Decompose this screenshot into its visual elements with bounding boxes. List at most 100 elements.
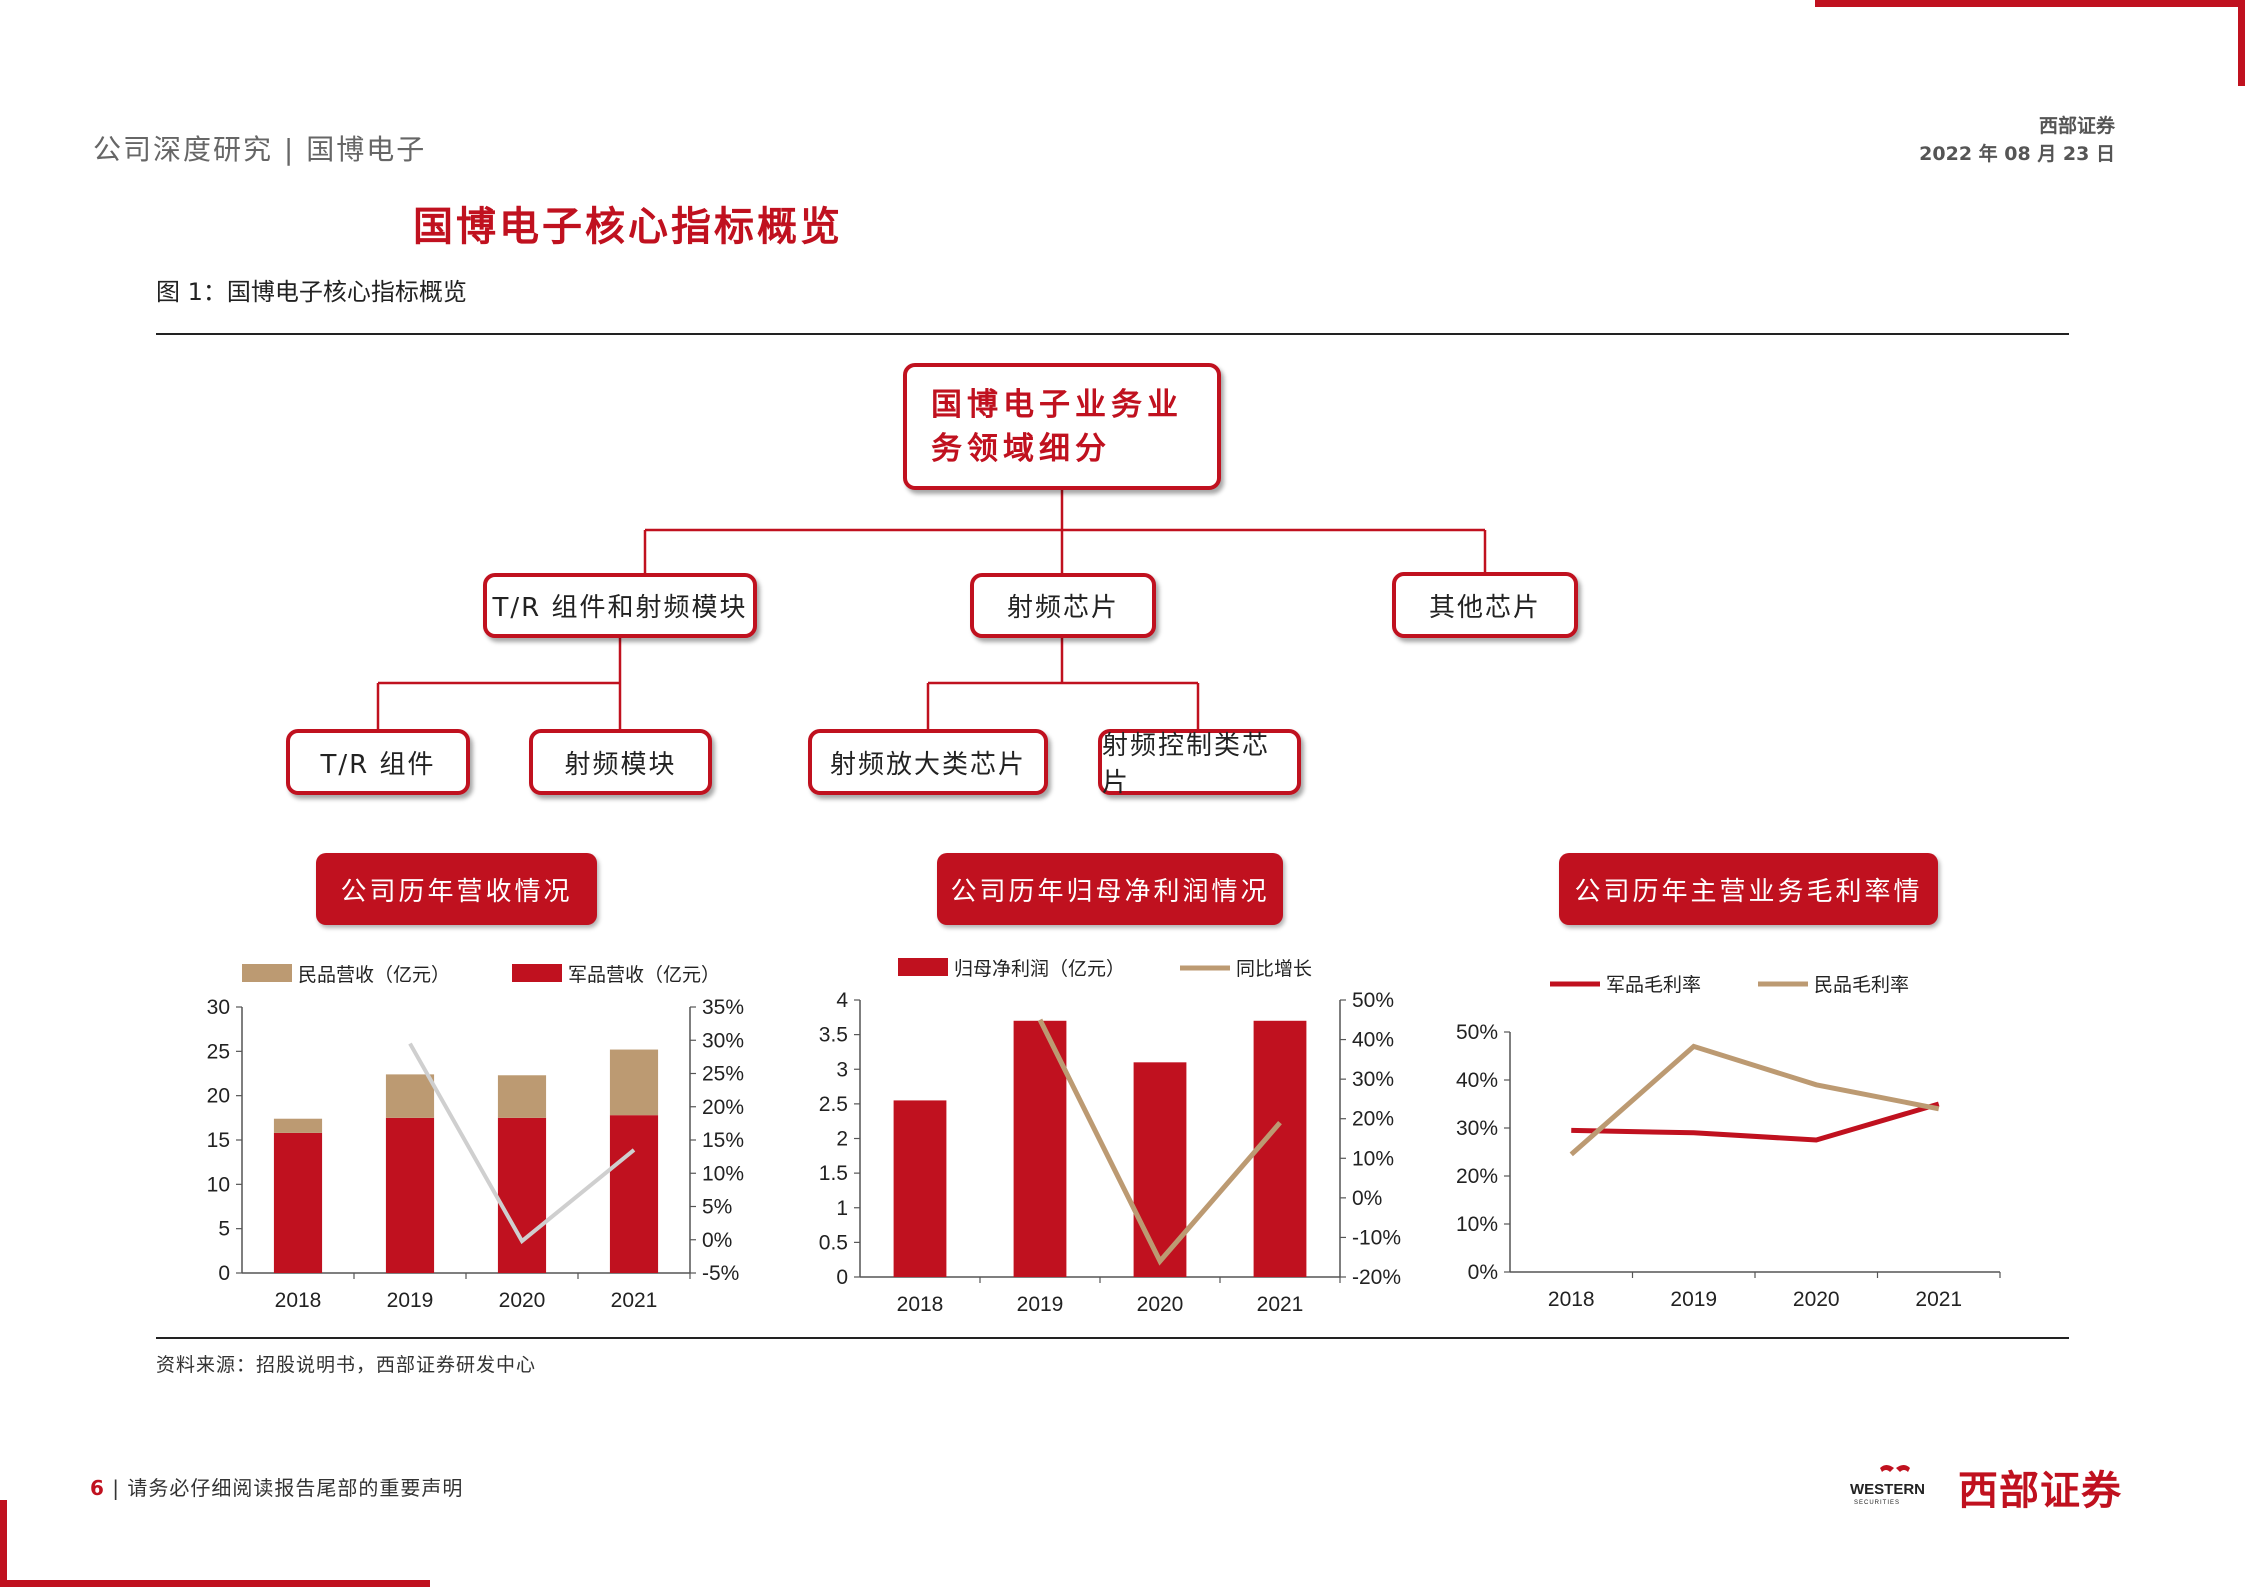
legend-label: 归母净利润（亿元） <box>954 958 1125 980</box>
western-logo: WESTERN SECURITIES <box>1850 1462 1940 1506</box>
x-tick-label: 2021 <box>1915 1288 1962 1311</box>
y-tick-label: 50% <box>1456 1021 1498 1044</box>
y-tick-label: 2 <box>836 1128 848 1151</box>
x-tick-label: 2019 <box>1017 1293 1064 1316</box>
legend-label: 民品营收（亿元） <box>298 964 450 986</box>
x-tick-label: 2020 <box>1793 1288 1840 1311</box>
y-tick-label: 1.5 <box>819 1162 848 1185</box>
org-node-label: 射频控制类芯片 <box>1102 731 1271 798</box>
y2-tick-label: 40% <box>1352 1029 1394 1052</box>
bottom-rule <box>156 1337 2069 1339</box>
org-node-rf-control-chip: 射频控制类芯片 <box>1098 729 1301 798</box>
y-tick-label: 0 <box>836 1266 848 1289</box>
y2-tick-label: -10% <box>1352 1226 1401 1249</box>
y-tick-label: 30% <box>1456 1117 1498 1140</box>
report-type: 公司深度研究 | 国博电子 <box>93 133 427 166</box>
legend-swatch <box>242 964 292 982</box>
bar-civil-revenue <box>497 1075 547 1118</box>
bar-net-profit <box>1133 1062 1187 1277</box>
chart-title-revenue: 公司历年营收情况 <box>316 853 597 925</box>
logo-en-sub: SECURITIES <box>1854 1500 1900 1506</box>
org-node-label: 射频放大类芯片 <box>829 749 1026 780</box>
legend-label: 民品毛利率 <box>1814 974 1909 996</box>
bar-military-revenue <box>385 1117 435 1273</box>
y-tick-label: 1 <box>836 1197 848 1220</box>
disclaimer-text: 请务必仔细阅读报告尾部的重要声明 <box>127 1476 464 1500</box>
y-tick-label: 0 <box>218 1262 230 1285</box>
legend-swatch <box>898 958 948 976</box>
org-node-tr-component: T/R 组件 <box>286 729 470 795</box>
gross-margin-chart: 0% 10% 20% 30% 40% 50% 2018 2019 2020 2021 军品毛利率 民品… <box>1456 974 2001 1311</box>
y2-tick-label: 20% <box>702 1096 744 1119</box>
bar-civil-revenue <box>273 1118 323 1133</box>
y2-tick-label: -5% <box>702 1262 739 1285</box>
y-tick-label: 2.5 <box>819 1093 848 1116</box>
org-node-other-chip: 其他芯片 <box>1392 572 1578 638</box>
bar-civil-revenue <box>609 1049 659 1116</box>
bull-icon: WESTERN SECURITIES <box>1850 1465 1925 1506</box>
x-tick-label: 2018 <box>275 1289 322 1312</box>
y-tick-label: 5 <box>218 1218 230 1241</box>
x-tick-label: 2019 <box>1670 1288 1717 1311</box>
legend-label: 军品营收（亿元） <box>568 964 720 986</box>
chart-title-gross-margin: 公司历年主营业务毛利率情 <box>1559 853 1938 925</box>
legend-swatch <box>512 964 562 982</box>
y-tick-label: 15 <box>207 1129 230 1152</box>
military-margin-line <box>1571 1101 1940 1143</box>
y-tick-label: 3 <box>836 1058 848 1081</box>
org-node-rf-amplifier-chip: 射频放大类芯片 <box>808 729 1048 795</box>
x-tick-label: 2020 <box>499 1289 546 1312</box>
y-tick-label: 20 <box>207 1085 230 1108</box>
x-tick-label: 2018 <box>897 1293 944 1316</box>
y2-tick-label: 50% <box>1352 989 1394 1012</box>
bar-net-profit <box>1013 1020 1067 1277</box>
org-node-rf-module: 射频模块 <box>529 729 712 795</box>
brand-name: 西部证券 <box>2038 115 2115 137</box>
y-tick-label: 40% <box>1456 1069 1498 1092</box>
report-date: 2022 年 08 月 23 日 <box>1919 143 2115 165</box>
y-tick-label: 30 <box>207 996 230 1019</box>
y2-tick-label: 0% <box>1352 1187 1382 1210</box>
legend-label: 同比增长 <box>1236 958 1312 980</box>
y2-tick-label: 5% <box>702 1196 732 1219</box>
legend-label: 军品毛利率 <box>1606 974 1701 996</box>
y2-tick-label: -20% <box>1352 1266 1401 1289</box>
y-tick-label: 4 <box>836 989 848 1012</box>
org-connectors <box>376 490 1487 729</box>
y2-tick-label: 30% <box>1352 1068 1394 1091</box>
y-tick-label: 10% <box>1456 1213 1498 1236</box>
growth-line <box>408 1042 636 1245</box>
y-tick-label: 3.5 <box>819 1024 848 1047</box>
top-right-corner-frame <box>1815 0 2245 86</box>
y-tick-label: 0.5 <box>819 1231 848 1254</box>
y-tick-label: 0% <box>1468 1261 1498 1284</box>
logo-cn: 西部证券 <box>1958 1468 2122 1514</box>
logo-en: WESTERN <box>1850 1481 1925 1498</box>
org-node-rf-chip: 射频芯片 <box>970 573 1156 638</box>
bottom-left-corner-frame <box>0 1500 430 1587</box>
y2-tick-label: 0% <box>702 1229 732 1252</box>
chart-title-label: 公司历年营收情况 <box>340 876 573 907</box>
footer-note: 6 | 请务必仔细阅读报告尾部的重要声明 <box>90 1472 463 1501</box>
org-root-label: 国博电子业务业务领域细分 <box>931 386 1183 467</box>
figure-caption: 图 1：国博电子核心指标概览 <box>156 278 467 306</box>
org-node-label: T/R 组件和射频模块 <box>492 593 748 623</box>
bar-military-revenue <box>497 1117 547 1273</box>
org-node-label: 射频芯片 <box>1006 593 1119 623</box>
y2-tick-label: 25% <box>702 1063 744 1086</box>
y2-tick-label: 20% <box>1352 1108 1394 1131</box>
x-tick-label: 2020 <box>1137 1293 1184 1316</box>
y2-tick-label: 10% <box>702 1162 744 1185</box>
section-title: 国博电子核心指标概览 <box>413 203 843 250</box>
revenue-chart: 0 5 10 15 20 25 30 -5% 0% 5% 10% 15% 20% 25% 30% 35% 201… <box>207 964 744 1312</box>
growth-line <box>1037 1018 1282 1266</box>
y-tick-label: 10 <box>207 1173 230 1196</box>
x-tick-label: 2019 <box>387 1289 434 1312</box>
net-profit-chart: 0 0.5 1 1.5 2 2.5 3 3.5 4 -20% -10% 0% 10% 20% 30% 40% 5… <box>819 958 1401 1316</box>
page-number: 6 <box>90 1476 105 1500</box>
bar-military-revenue <box>609 1115 659 1273</box>
org-node-label: T/R 组件 <box>320 749 436 780</box>
org-root-box: 国博电子业务业务领域细分 <box>903 363 1221 490</box>
chart-title-label: 公司历年归母净利润情况 <box>950 876 1270 907</box>
footer-separator: | <box>112 1476 128 1500</box>
